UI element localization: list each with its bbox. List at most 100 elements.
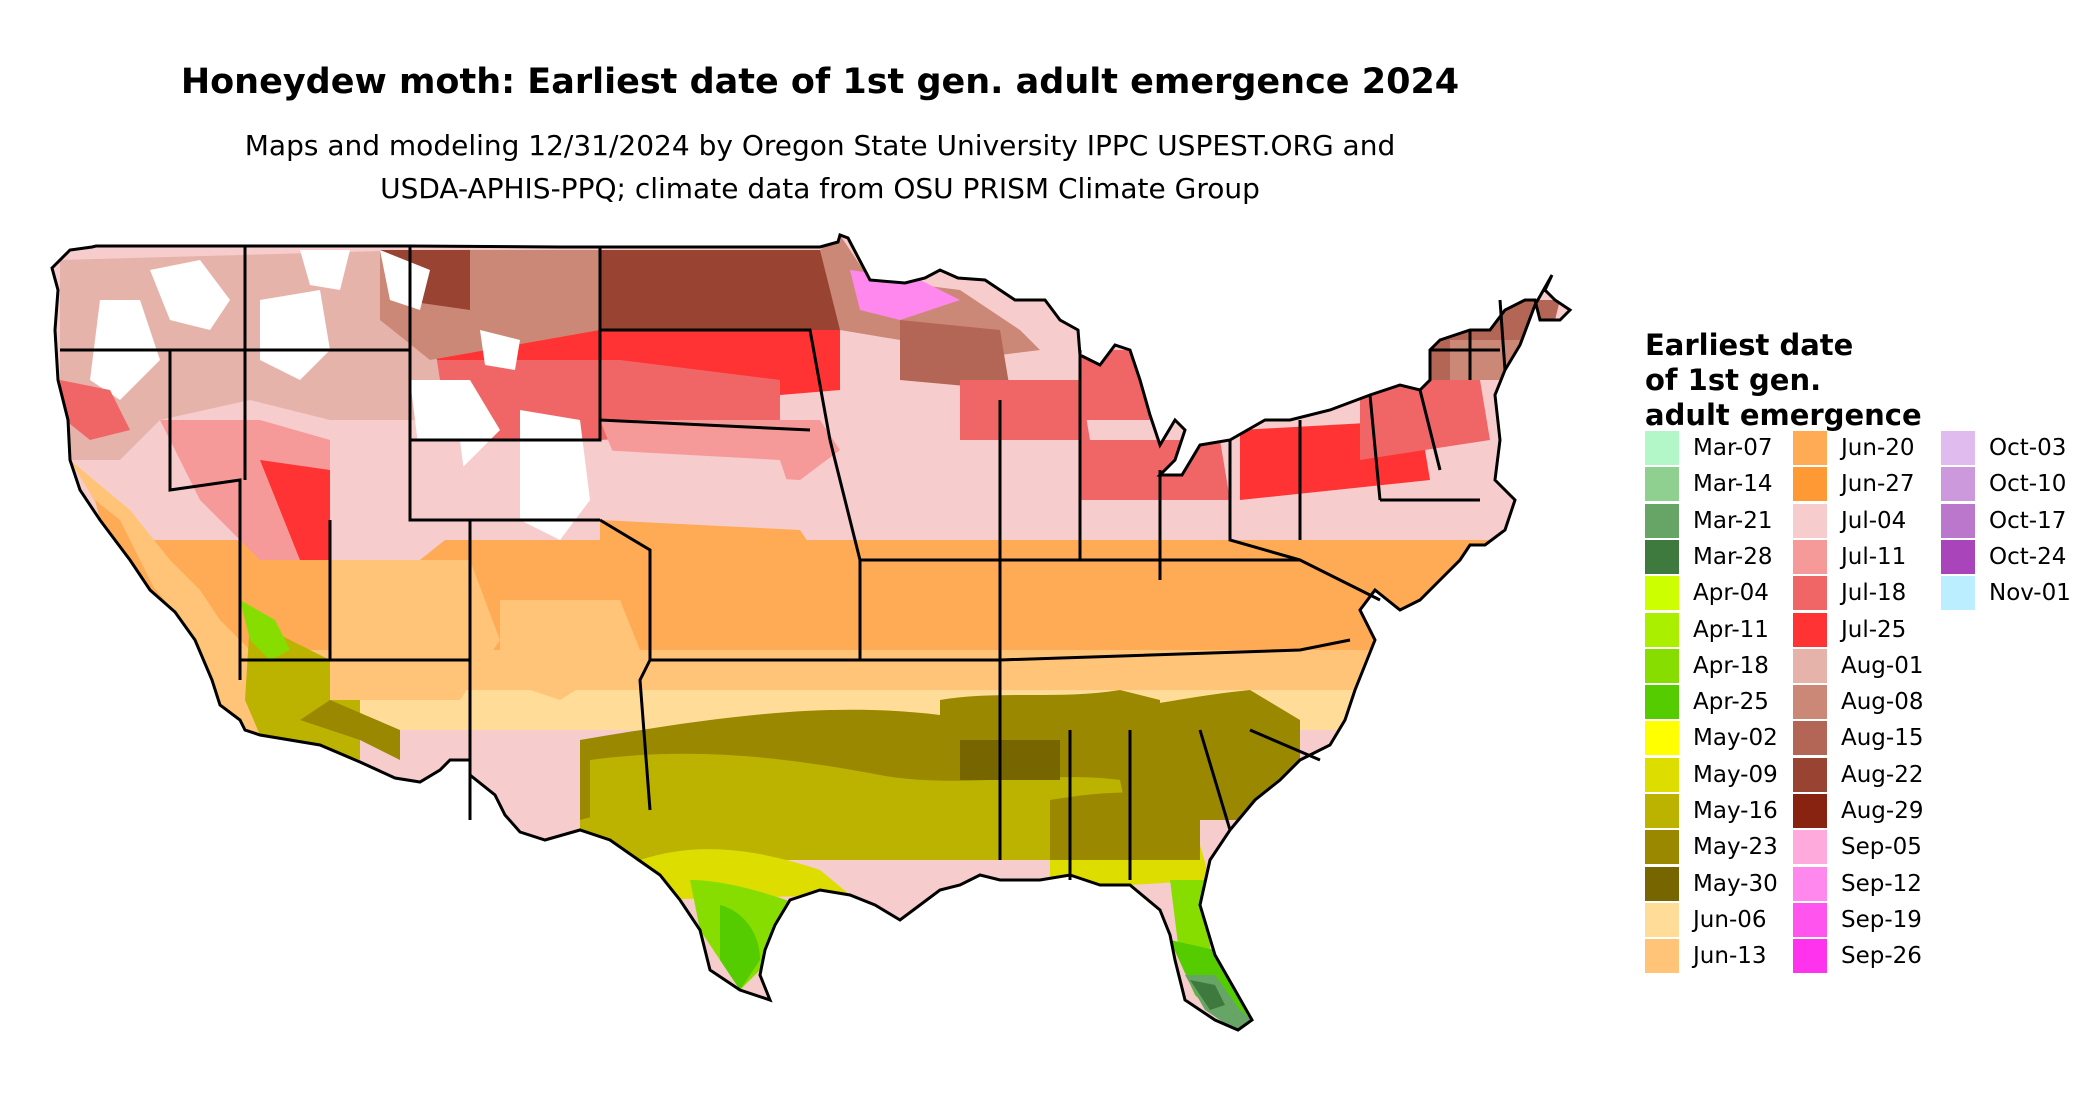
legend-label: Oct-10 bbox=[1989, 471, 2067, 498]
legend-swatch bbox=[1793, 467, 1827, 502]
legend-item: May-09 bbox=[1645, 757, 1778, 793]
legend-swatch bbox=[1793, 721, 1827, 756]
legend-item: Sep-05 bbox=[1793, 829, 1922, 865]
subtitle-line-1: Maps and modeling 12/31/2024 by Oregon S… bbox=[244, 129, 1396, 162]
legend-item: Oct-03 bbox=[1941, 430, 2066, 466]
legend-swatch bbox=[1793, 794, 1827, 828]
legend-swatch bbox=[1645, 467, 1679, 502]
legend-item: Oct-24 bbox=[1941, 539, 2066, 575]
legend-item: Aug-29 bbox=[1793, 793, 1923, 829]
legend-swatch bbox=[1793, 685, 1827, 720]
legend-item: May-30 bbox=[1645, 866, 1778, 902]
legend-item: Apr-11 bbox=[1645, 612, 1769, 648]
legend-label: Sep-05 bbox=[1841, 834, 1922, 861]
legend-item: Apr-18 bbox=[1645, 648, 1769, 684]
legend-item: Aug-22 bbox=[1793, 757, 1923, 793]
legend-swatch bbox=[1645, 721, 1679, 756]
legend-item: Sep-19 bbox=[1793, 902, 1922, 938]
legend-label: May-23 bbox=[1693, 834, 1778, 861]
legend-item: May-02 bbox=[1645, 720, 1778, 756]
legend-label: May-16 bbox=[1693, 798, 1778, 824]
legend-label: Aug-29 bbox=[1841, 798, 1924, 824]
map-title: Honeydew moth: Earliest date of 1st gen.… bbox=[180, 62, 1460, 102]
legend-label: Mar-21 bbox=[1693, 507, 1773, 534]
legend-label: May-02 bbox=[1693, 725, 1778, 752]
legend-item: Apr-25 bbox=[1645, 684, 1769, 720]
legend-swatch bbox=[1645, 902, 1679, 937]
legend-swatch bbox=[1793, 757, 1827, 792]
legend-title-line-1: Earliest date bbox=[1645, 328, 1854, 362]
legend-item: May-23 bbox=[1645, 829, 1778, 865]
legend-label: Jul-04 bbox=[1841, 507, 1907, 534]
legend-label: Oct-03 bbox=[1989, 435, 2067, 461]
legend-label: Mar-07 bbox=[1693, 435, 1773, 461]
map-subtitle: Maps and modeling 12/31/2024 by Oregon S… bbox=[40, 124, 1600, 210]
legend-swatch bbox=[1941, 576, 1975, 611]
legend-item: Mar-28 bbox=[1645, 539, 1773, 575]
legend-swatch bbox=[1793, 612, 1827, 647]
legend-item: Nov-01 bbox=[1941, 575, 2071, 611]
legend-swatch bbox=[1645, 648, 1679, 683]
legend-swatch bbox=[1645, 576, 1679, 611]
legend-swatch bbox=[1793, 939, 1827, 974]
legend-label: Aug-08 bbox=[1841, 689, 1924, 716]
us-emergence-map bbox=[50, 233, 1572, 1032]
legend-swatch bbox=[1645, 866, 1679, 901]
legend-label: May-09 bbox=[1693, 761, 1778, 788]
legend-swatch bbox=[1793, 830, 1827, 865]
legend-label: Sep-26 bbox=[1841, 943, 1922, 970]
legend-swatch bbox=[1793, 648, 1827, 683]
legend-label: Nov-01 bbox=[1989, 580, 2071, 607]
legend-item: Mar-14 bbox=[1645, 466, 1773, 502]
legend-item: Sep-12 bbox=[1793, 866, 1922, 902]
legend-label: Jun-20 bbox=[1841, 435, 1915, 461]
legend-item: Mar-21 bbox=[1645, 503, 1773, 539]
legend-item: Oct-17 bbox=[1941, 503, 2066, 539]
legend-title-line-3: adult emergence bbox=[1645, 398, 1922, 432]
legend-label: Sep-12 bbox=[1841, 870, 1922, 897]
legend-label: Oct-24 bbox=[1989, 543, 2067, 570]
legend-swatch bbox=[1941, 503, 1975, 538]
legend-item: Aug-08 bbox=[1793, 684, 1923, 720]
legend-item: Sep-26 bbox=[1793, 938, 1922, 974]
legend-label: Aug-15 bbox=[1841, 725, 1924, 752]
legend-label: Aug-22 bbox=[1841, 761, 1924, 788]
legend-item: May-16 bbox=[1645, 793, 1778, 829]
legend-title: Earliest date of 1st gen. adult emergenc… bbox=[1645, 328, 1922, 433]
legend-swatch bbox=[1793, 503, 1827, 538]
legend-item: Jul-25 bbox=[1793, 612, 1906, 648]
legend-label: Mar-14 bbox=[1693, 471, 1773, 498]
legend-swatch bbox=[1941, 467, 1975, 502]
legend-swatch bbox=[1645, 757, 1679, 792]
legend-label: Jul-11 bbox=[1841, 543, 1907, 570]
legend-swatch bbox=[1793, 866, 1827, 901]
legend-item: Oct-10 bbox=[1941, 466, 2066, 502]
legend-swatch bbox=[1645, 685, 1679, 720]
legend-swatch bbox=[1793, 576, 1827, 611]
state-borders bbox=[50, 233, 1572, 1032]
legend-swatch bbox=[1645, 539, 1679, 574]
legend-item: Jul-04 bbox=[1793, 503, 1906, 539]
legend-label: Jul-18 bbox=[1841, 580, 1907, 607]
legend-swatch bbox=[1645, 612, 1679, 647]
legend-swatch bbox=[1645, 503, 1679, 538]
legend-item: Jun-20 bbox=[1793, 430, 1915, 466]
legend-label: Apr-18 bbox=[1693, 652, 1769, 679]
legend-label: Jun-27 bbox=[1841, 471, 1915, 498]
legend-item: Apr-04 bbox=[1645, 575, 1769, 611]
legend-label: Apr-11 bbox=[1693, 616, 1769, 643]
legend-item: Jul-18 bbox=[1793, 575, 1906, 611]
legend-label: Jun-06 bbox=[1693, 906, 1767, 933]
legend-item: Jun-06 bbox=[1645, 902, 1767, 938]
legend-swatch bbox=[1645, 794, 1679, 828]
legend-label: Mar-28 bbox=[1693, 543, 1773, 570]
legend-label: Aug-01 bbox=[1841, 652, 1924, 679]
legend-swatch bbox=[1645, 431, 1679, 465]
legend-swatch bbox=[1793, 431, 1827, 465]
legend-label: Oct-17 bbox=[1989, 507, 2067, 534]
legend-label: Jul-25 bbox=[1841, 616, 1907, 643]
legend-swatch bbox=[1941, 539, 1975, 574]
subtitle-line-2: USDA-APHIS-PPQ; climate data from OSU PR… bbox=[380, 172, 1260, 205]
legend-swatch bbox=[1645, 939, 1679, 974]
legend-label: Sep-19 bbox=[1841, 906, 1922, 933]
